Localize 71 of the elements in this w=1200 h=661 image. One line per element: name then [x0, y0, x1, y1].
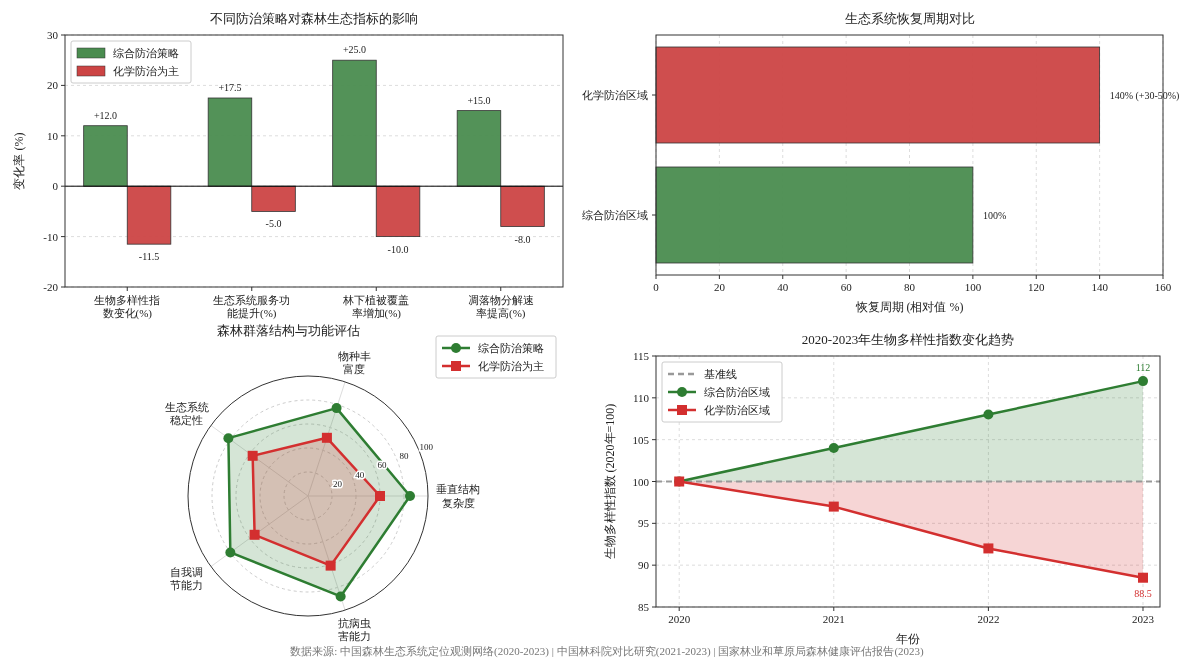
y-tick-label: 化学防治区域 [582, 89, 648, 101]
y-tick-label: 85 [638, 601, 650, 613]
x-tick-label: 20 [713, 281, 726, 293]
chart-title: 2020-2023年生物多样性指数变化趋势 [801, 332, 1015, 347]
data-label: -10.0 [387, 243, 409, 255]
point [983, 543, 994, 554]
point [1137, 572, 1148, 583]
data-label: +12.0 [93, 109, 118, 121]
x-tick-label: 60 [840, 281, 853, 293]
data-label: +15.0 [467, 94, 491, 106]
y-tick-label: 95 [638, 517, 650, 530]
legend-label: 综合防治策略 [478, 342, 544, 354]
point [828, 443, 839, 454]
legend-label: 综合防治策略 [113, 47, 179, 59]
data-label: 112 [1135, 362, 1151, 374]
y-tick-label: 0 [52, 180, 59, 193]
point [828, 501, 839, 512]
x-tick-label: 100 [964, 281, 982, 293]
x-tick-label: 2021 [822, 613, 845, 625]
y-tick-label: 105 [632, 433, 650, 446]
legend-label: 化学防治区域 [704, 404, 770, 416]
y-tick-label: 100 [632, 475, 650, 488]
y-tick-label: 综合防治区域 [582, 209, 648, 221]
data-label: -8.0 [514, 233, 531, 245]
x-axis-title: 恢复周期 (相对值 %) [854, 300, 964, 314]
data-label: +25.0 [342, 44, 367, 56]
data-label: 88.5 [1134, 587, 1152, 599]
x-tick-label: 生态系统服务功能提升(%) [213, 294, 291, 321]
x-tick-label: 40 [777, 281, 789, 293]
y-tick-label: 30 [47, 29, 59, 41]
y-axis-title: 生物多样性指数 (2020年=100) [603, 403, 617, 560]
legend-label: 化学防治为主 [478, 360, 544, 372]
x-tick-label: 160 [1154, 281, 1172, 293]
point [983, 409, 994, 420]
spoke-label: 物种丰富度 [337, 350, 371, 376]
y-axis-title: 变化率 (%) [12, 132, 26, 190]
spoke-label: 垂直结构复杂度 [436, 483, 480, 509]
x-axis-title: 年份 [896, 632, 920, 646]
x-tick-label: 0 [653, 281, 660, 293]
x-tick-label: 2022 [977, 613, 1000, 625]
x-tick-label: 凋落物分解速率提高(%) [467, 294, 534, 321]
y-tick-label: 110 [632, 391, 650, 404]
y-tick-label: 20 [47, 79, 59, 92]
data-label: 140% (+30-50%) [1109, 90, 1180, 102]
x-tick-label: 140 [1091, 281, 1109, 293]
point [1137, 376, 1148, 387]
spoke-label: 生态系统稳定性 [164, 401, 209, 427]
legend-label: 基准线 [704, 368, 737, 380]
y-tick-label: 10 [47, 129, 59, 142]
source-note: 数据来源: 中国森林生态系统定位观测网络(2020-2023) | 中国林科院对比研究(2021-2023) | 国家林业和草原局森林健康评估报告(2023) [290, 645, 925, 658]
data-label: -11.5 [138, 251, 160, 263]
x-tick-label: 生物多样性指数变化(%) [94, 294, 161, 321]
x-tick-label: 2020 [668, 613, 691, 625]
data-label: 100% [982, 210, 1007, 221]
x-tick-label: 80 [904, 281, 916, 293]
data-label: +17.5 [218, 82, 242, 93]
y-tick-label: 90 [638, 559, 650, 572]
y-tick-label: -10 [43, 230, 59, 243]
y-tick-label: 115 [632, 350, 650, 362]
legend-label: 化学防治为主 [113, 65, 179, 77]
x-tick-label: 2023 [1131, 613, 1155, 625]
legend-label: 综合防治区域 [704, 386, 770, 398]
x-tick-label: 120 [1028, 281, 1045, 293]
spoke-label: 自我调节能力 [170, 565, 204, 591]
chart-title: 生态系统恢复周期对比 [844, 11, 975, 26]
spoke-label: 抗病虫害能力 [337, 616, 371, 642]
chart-title: 不同防治策略对森林生态指标的影响 [210, 11, 418, 26]
x-tick-label: 林下植被覆盖率增加(%) [342, 294, 410, 321]
y-tick-label: -20 [43, 281, 59, 293]
chart-title: 森林群落结构与功能评估 [216, 323, 360, 338]
data-label: -5.0 [265, 218, 282, 230]
